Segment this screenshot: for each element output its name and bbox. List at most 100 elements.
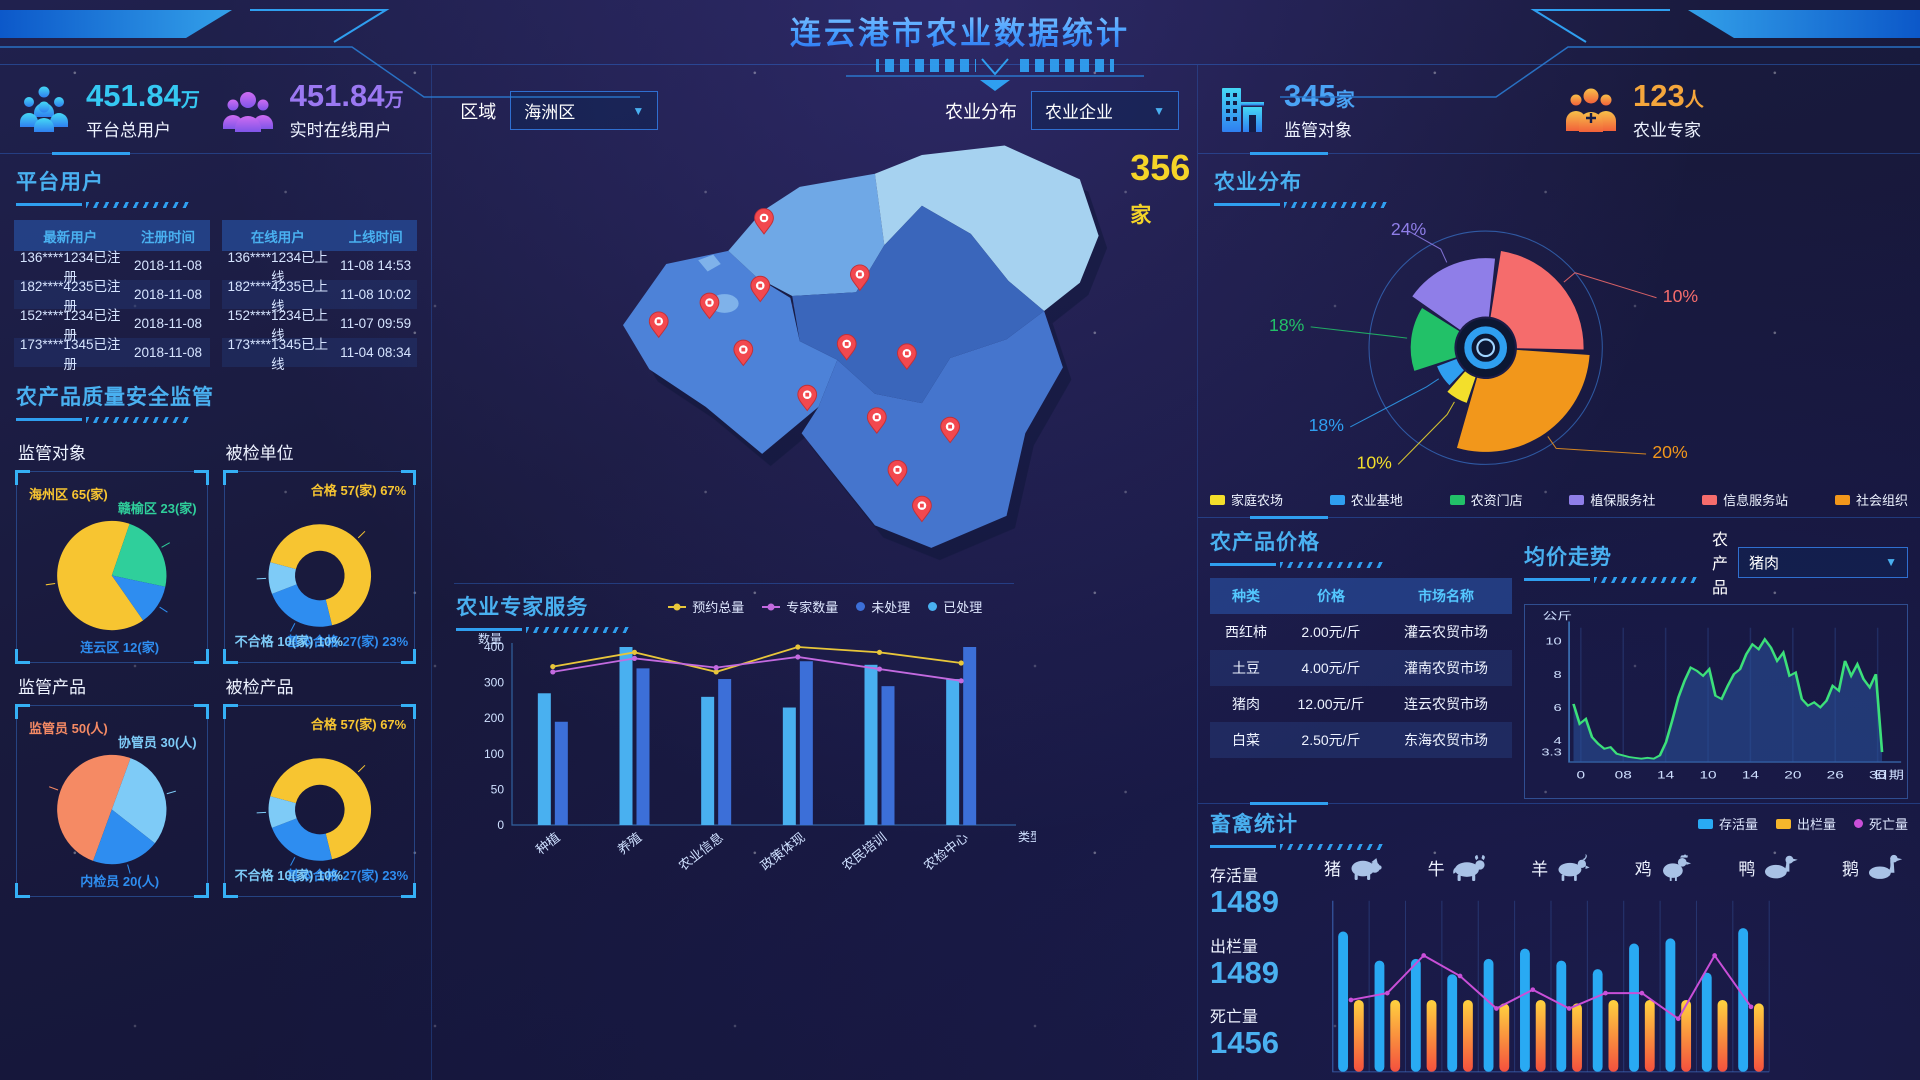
bar-存活量[interactable] — [1483, 959, 1494, 1073]
bar-出栏量[interactable] — [1644, 1000, 1655, 1073]
animal-item[interactable]: 牛 — [1428, 854, 1488, 882]
bar-存活量[interactable] — [1520, 948, 1530, 1073]
legend-line-icon — [762, 603, 781, 610]
bar-存活量[interactable] — [1556, 960, 1567, 1073]
map-pin[interactable] — [754, 208, 775, 235]
pie-slice[interactable] — [271, 584, 332, 627]
map-pin[interactable] — [699, 292, 720, 320]
legend-item[interactable]: 未处理 — [856, 597, 910, 616]
bar-出栏量[interactable] — [1390, 1000, 1401, 1073]
bar-已处理[interactable] — [701, 696, 715, 825]
bar-已处理[interactable] — [783, 707, 797, 825]
bar-存活量[interactable] — [1738, 928, 1749, 1073]
bar-存活量[interactable] — [1338, 931, 1348, 1073]
online-table: 在线用户 上线时间 136****1234已上线 11-08 14:53 182****… — [221, 220, 418, 372]
section-underline — [16, 416, 194, 424]
map-pin[interactable] — [797, 384, 818, 412]
bar-存活量[interactable] — [1665, 938, 1676, 1073]
animal-item[interactable]: 猪 — [1324, 854, 1384, 881]
bar-已处理[interactable] — [864, 664, 878, 825]
rose-slice-农业基地[interactable] — [1437, 359, 1464, 386]
animal-item[interactable]: 鹅 — [1842, 854, 1902, 881]
bar-已处理[interactable] — [538, 693, 552, 825]
bar-已处理[interactable] — [619, 647, 633, 825]
legend-item[interactable]: 专家数量 — [762, 597, 838, 616]
bar-出栏量[interactable] — [1462, 1000, 1473, 1073]
legend-item[interactable]: 出栏量 — [1775, 814, 1836, 833]
rose-slice-社会组织[interactable] — [1456, 350, 1590, 453]
legend-item[interactable]: 社会组织 — [1834, 490, 1908, 509]
map-pin[interactable] — [897, 343, 917, 371]
bar-未处理[interactable] — [555, 721, 569, 825]
map-pin[interactable] — [733, 339, 754, 367]
pie-slice[interactable] — [57, 754, 131, 862]
distribution-select[interactable]: 农业企业 ▼ — [1030, 91, 1179, 130]
bar-存活量[interactable] — [1447, 974, 1458, 1073]
bar-未处理[interactable] — [718, 679, 732, 825]
table-cell: 12.00元/斤 — [1297, 696, 1365, 713]
bar-存活量[interactable] — [1374, 960, 1385, 1073]
animal-item[interactable]: 羊 — [1531, 854, 1591, 882]
bar-未处理[interactable] — [636, 668, 650, 825]
bar-已处理[interactable] — [946, 679, 960, 825]
bar-出栏量[interactable] — [1753, 1003, 1764, 1073]
legend-item[interactable]: 已处理 — [928, 597, 982, 616]
pie-slice[interactable] — [269, 524, 371, 626]
map-pin[interactable] — [940, 416, 961, 444]
pie-slice[interactable] — [57, 520, 144, 631]
rose-slice-植保服务社[interactable] — [1412, 258, 1496, 330]
rose-slice-农资门店[interactable] — [1410, 308, 1460, 372]
legend-item[interactable]: 存活量 — [1697, 814, 1758, 833]
pie-slice[interactable] — [269, 758, 371, 860]
pie-slice[interactable] — [111, 758, 167, 844]
product-select[interactable]: 猪肉 ▼ — [1738, 546, 1908, 578]
bar-出栏量[interactable] — [1535, 1000, 1546, 1073]
bar-存活量[interactable] — [1410, 959, 1421, 1073]
map-pin[interactable] — [887, 459, 908, 487]
pie-slice[interactable] — [271, 818, 332, 861]
livestock-stat-value: 1489 — [1209, 884, 1279, 920]
bar-存活量[interactable] — [1592, 969, 1603, 1073]
bar-出栏量[interactable] — [1499, 1003, 1510, 1073]
pie-slice[interactable] — [111, 523, 167, 587]
legend-item[interactable]: 预约总量 — [668, 597, 744, 616]
table-row: 136****1234已注册 2018-11-08 — [14, 250, 210, 285]
bar-出栏量[interactable] — [1608, 1000, 1619, 1073]
map-pin[interactable] — [649, 311, 669, 339]
legend-item[interactable]: 信息服务站 — [1702, 490, 1788, 509]
bar-存活量[interactable] — [1701, 972, 1712, 1073]
bar-出栏量[interactable] — [1572, 1003, 1582, 1073]
bar-未处理[interactable] — [800, 661, 814, 825]
rose-slice-家庭农场[interactable] — [1447, 371, 1476, 403]
legend-item[interactable]: 死亡量 — [1853, 814, 1908, 833]
bar-存活量[interactable] — [1629, 943, 1639, 1073]
quality-chart-title: 监管对象 — [18, 444, 86, 464]
animal-item[interactable]: 鸭 — [1738, 854, 1799, 881]
bar-出栏量[interactable] — [1353, 1000, 1364, 1073]
animal-item[interactable]: 鸡 — [1635, 854, 1695, 882]
rose-slice-信息服务站[interactable] — [1490, 251, 1584, 350]
legend-item[interactable]: 农资门店 — [1449, 490, 1523, 509]
pie-slice[interactable] — [111, 575, 166, 621]
map-pin[interactable] — [750, 275, 771, 303]
bar-出栏量[interactable] — [1426, 1000, 1437, 1073]
map-pin[interactable] — [867, 407, 887, 434]
legend-swatch — [1775, 818, 1791, 829]
pie-slice[interactable] — [268, 562, 297, 595]
map-pin[interactable] — [850, 264, 870, 292]
legend-item[interactable]: 家庭农场 — [1209, 490, 1283, 509]
pie-slice[interactable] — [93, 809, 155, 865]
pie-slice[interactable] — [268, 796, 297, 829]
map-pin[interactable] — [837, 334, 857, 361]
legend-item[interactable]: 植保服务社 — [1569, 490, 1655, 509]
legend-item[interactable]: 农业基地 — [1329, 490, 1403, 509]
region-select[interactable]: 海洲区 ▼ — [510, 91, 659, 130]
bar-未处理[interactable] — [881, 686, 895, 825]
map-regions[interactable] — [623, 145, 1099, 548]
y-tick-label: 10 — [1545, 636, 1561, 647]
corner-bracket — [193, 704, 209, 720]
map-pin[interactable] — [912, 495, 933, 523]
bar-未处理[interactable] — [963, 647, 977, 825]
bar-出栏量[interactable] — [1681, 1000, 1692, 1073]
bar-出栏量[interactable] — [1717, 1000, 1728, 1073]
